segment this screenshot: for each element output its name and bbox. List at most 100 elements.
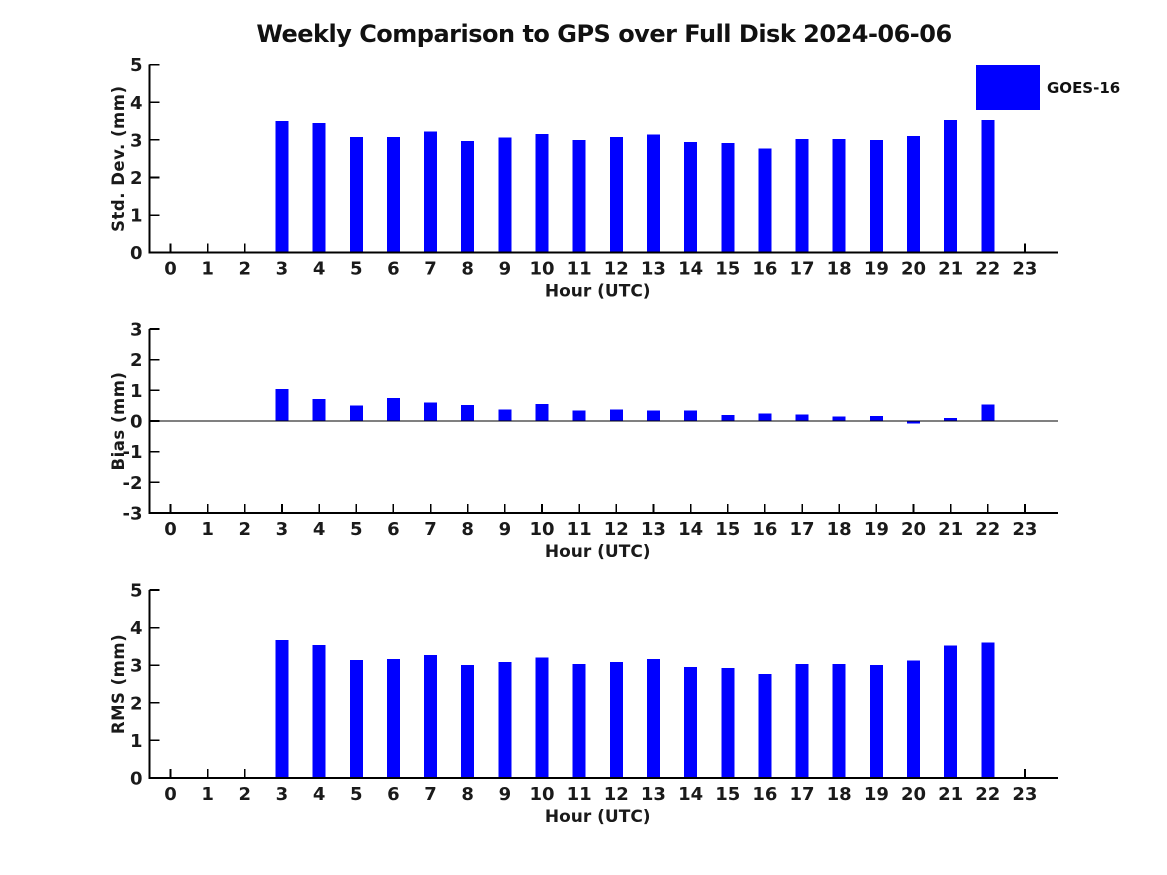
x-tick-label: 22 <box>975 259 1000 280</box>
x-tick-label: 8 <box>461 519 474 540</box>
x-tick-label: 12 <box>604 259 629 280</box>
x-tick-label: 15 <box>715 519 740 540</box>
legend-swatch <box>976 65 1040 110</box>
x-tick-label: 9 <box>499 784 512 805</box>
y-tick-label: -2 <box>123 473 143 494</box>
y-tick-label: 1 <box>130 731 143 752</box>
x-tick-label: 16 <box>752 784 777 805</box>
bar-hour-13 <box>646 410 660 421</box>
x-tick-label: 7 <box>424 259 437 280</box>
x-tick-label: 9 <box>499 519 512 540</box>
bar-hour-20 <box>907 135 920 253</box>
y-tick-label: -3 <box>123 504 143 525</box>
bar-hour-11 <box>572 139 586 253</box>
y-axis-label: RMS (mm) <box>109 634 128 734</box>
bar-hour-16 <box>758 148 772 253</box>
x-tick-label: 18 <box>827 784 852 805</box>
x-tick-label: 21 <box>938 519 963 540</box>
x-tick-label: 6 <box>387 519 400 540</box>
bar-hour-17 <box>795 664 809 778</box>
bar-hour-7 <box>424 131 438 253</box>
bar-hour-11 <box>572 410 586 421</box>
bar-hour-10 <box>535 133 549 253</box>
x-tick-label: 4 <box>313 519 326 540</box>
y-tick-label: 1 <box>130 206 143 227</box>
bar-hour-21 <box>944 119 958 253</box>
x-tick-label: 14 <box>678 784 703 805</box>
bar-hour-19 <box>869 664 883 778</box>
x-tick-label: 23 <box>1012 259 1037 280</box>
x-tick-label: 17 <box>790 259 815 280</box>
x-tick-label: 20 <box>901 259 926 280</box>
y-tick-label: 3 <box>130 656 143 677</box>
y-tick-label: 1 <box>130 381 143 402</box>
x-tick-label: 21 <box>938 784 963 805</box>
y-tick-label: 0 <box>130 243 143 264</box>
x-tick-label: 7 <box>424 519 437 540</box>
x-tick-label: 0 <box>164 259 177 280</box>
bar-hour-9 <box>498 661 512 778</box>
x-tick-label: 10 <box>529 259 554 280</box>
bar-hour-7 <box>424 402 438 421</box>
bar-hour-14 <box>684 141 698 253</box>
x-tick-label: 20 <box>901 784 926 805</box>
y-tick-label: 3 <box>130 320 143 341</box>
bar-hour-17 <box>795 138 809 253</box>
x-tick-label: 12 <box>604 519 629 540</box>
bar-hour-8 <box>461 405 475 421</box>
bar-hour-10 <box>535 657 549 778</box>
bar-hour-11 <box>572 664 586 778</box>
x-tick-label: 10 <box>529 519 554 540</box>
x-tick-label: 17 <box>790 519 815 540</box>
x-tick-label: 4 <box>313 259 326 280</box>
bar-hour-16 <box>758 673 772 778</box>
x-tick-label: 16 <box>752 259 777 280</box>
x-tick-label: 20 <box>901 519 926 540</box>
x-tick-label: 14 <box>678 519 703 540</box>
bar-hour-5 <box>349 136 363 253</box>
x-tick-label: 13 <box>641 784 666 805</box>
x-tick-label: 15 <box>715 784 740 805</box>
x-tick-label: 12 <box>604 784 629 805</box>
x-tick-label: 1 <box>201 519 214 540</box>
bar-hour-19 <box>869 139 883 253</box>
x-tick-label: 19 <box>864 259 889 280</box>
x-tick-label: 13 <box>641 519 666 540</box>
bar-hour-15 <box>721 142 735 253</box>
bar-hour-18 <box>832 664 846 778</box>
x-tick-label: 1 <box>201 784 214 805</box>
x-tick-label: 11 <box>567 519 592 540</box>
bar-hour-12 <box>609 409 623 421</box>
x-tick-label: 6 <box>387 784 400 805</box>
bar-hour-9 <box>498 137 512 253</box>
bar-hour-20 <box>907 421 920 424</box>
x-tick-label: 23 <box>1012 784 1037 805</box>
x-tick-label: 9 <box>499 259 512 280</box>
x-tick-label: 2 <box>239 519 252 540</box>
bar-hour-15 <box>721 414 735 421</box>
x-tick-label: 14 <box>678 259 703 280</box>
bar-hour-22 <box>981 642 995 778</box>
bar-hour-15 <box>721 667 735 778</box>
bar-hour-3 <box>275 121 289 253</box>
x-tick-label: 18 <box>827 519 852 540</box>
x-tick-label: 4 <box>313 784 326 805</box>
bar-hour-6 <box>386 659 400 778</box>
y-tick-label: 2 <box>130 168 143 189</box>
bar-hour-10 <box>535 404 549 421</box>
bar-hour-22 <box>981 119 995 253</box>
x-tick-label: 3 <box>276 259 289 280</box>
y-tick-label: 0 <box>130 769 143 790</box>
bar-hour-12 <box>609 136 623 253</box>
x-tick-label: 1 <box>201 259 214 280</box>
bar-hour-20 <box>907 660 920 778</box>
y-axis-label: Bias (mm) <box>109 372 128 471</box>
x-tick-label: 6 <box>387 259 400 280</box>
bar-hour-8 <box>461 664 475 778</box>
x-tick-label: 3 <box>276 519 289 540</box>
x-axis-label: Hour (UTC) <box>545 807 651 827</box>
x-tick-label: 16 <box>752 519 777 540</box>
x-tick-label: 2 <box>239 784 252 805</box>
y-tick-label: 5 <box>130 581 143 602</box>
